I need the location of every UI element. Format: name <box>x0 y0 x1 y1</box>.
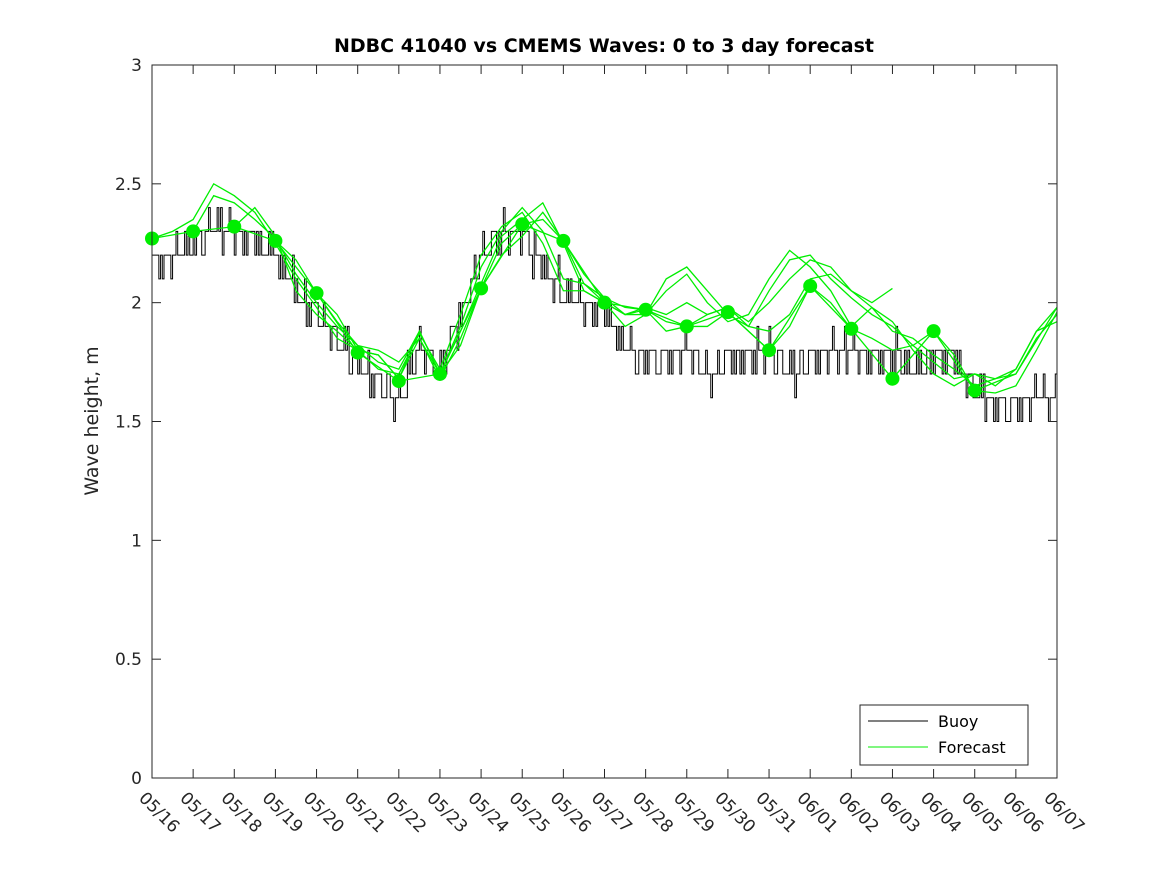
forecast-marker <box>803 279 818 294</box>
x-tick-label: 05/18 <box>217 788 266 837</box>
x-tick-label: 05/26 <box>546 788 595 837</box>
x-tick-label: 05/20 <box>299 788 348 837</box>
x-tick-label: 05/28 <box>628 788 677 837</box>
y-tick-label: 0.5 <box>115 650 142 670</box>
legend-box <box>859 704 1029 766</box>
y-tick-label: 2 <box>131 294 142 314</box>
forecast-marker <box>844 321 859 336</box>
x-tick-label: 05/25 <box>505 788 554 837</box>
forecast-marker <box>391 374 406 389</box>
forecast-marker <box>597 295 612 310</box>
forecast-marker <box>679 319 694 334</box>
x-tick-label: 05/29 <box>669 788 718 837</box>
forecast-marker <box>227 219 242 234</box>
x-tick-label: 05/23 <box>422 788 471 837</box>
forecast-marker <box>432 366 447 381</box>
y-tick-label: 1 <box>131 531 142 551</box>
x-tick-label: 06/02 <box>834 788 883 837</box>
legend-forecast-label: Forecast <box>938 738 1006 757</box>
x-tick-label: 05/16 <box>134 788 183 837</box>
forecast-marker <box>885 371 900 386</box>
legend: Buoy Forecast <box>859 704 1029 766</box>
y-tick-label: 2.5 <box>115 175 142 195</box>
legend-buoy-label: Buoy <box>938 712 978 731</box>
y-axis-label: Wave height, m <box>81 346 103 495</box>
forecast-marker <box>350 345 365 360</box>
x-tick-label: 06/04 <box>916 788 965 837</box>
x-tick-label: 06/01 <box>793 788 842 837</box>
y-axis: 0 0.5 1 1.5 2 2.5 3 <box>115 56 1057 789</box>
forecast-marker <box>926 324 941 339</box>
forecast-marker <box>268 233 283 248</box>
x-tick-label: 05/22 <box>381 788 430 837</box>
x-tick-label: 06/03 <box>875 788 924 837</box>
chart-title: NDBC 41040 vs CMEMS Waves: 0 to 3 day fo… <box>334 35 874 57</box>
y-tick-label: 3 <box>131 56 142 76</box>
forecast-marker <box>556 233 571 248</box>
x-tick-label: 05/19 <box>258 788 307 837</box>
forecast-marker <box>638 302 653 317</box>
x-tick-label: 05/27 <box>587 788 636 837</box>
forecast-marker <box>720 305 735 320</box>
forecast-series-line-5 <box>274 218 893 381</box>
forecast-marker <box>515 217 530 232</box>
forecast-marker <box>309 286 324 301</box>
x-tick-label: 06/07 <box>1039 788 1088 837</box>
forecast-marker <box>474 281 489 296</box>
x-tick-label: 06/05 <box>957 788 1006 837</box>
forecast-markers <box>145 217 982 398</box>
forecast-marker <box>186 224 201 239</box>
y-tick-label: 1.5 <box>115 413 142 433</box>
x-tick-label: 06/06 <box>998 788 1047 837</box>
y-tick-label: 0 <box>131 769 142 789</box>
x-tick-label: 05/30 <box>710 788 759 837</box>
forecast-marker <box>762 343 777 358</box>
plot-area <box>152 65 1057 778</box>
buoy-series-line <box>152 207 1058 422</box>
x-tick-label: 05/21 <box>340 788 389 837</box>
x-tick-label: 05/24 <box>464 788 513 837</box>
x-tick-label: 05/31 <box>752 788 801 837</box>
forecast-marker <box>967 383 982 398</box>
x-tick-label: 05/17 <box>176 788 225 837</box>
